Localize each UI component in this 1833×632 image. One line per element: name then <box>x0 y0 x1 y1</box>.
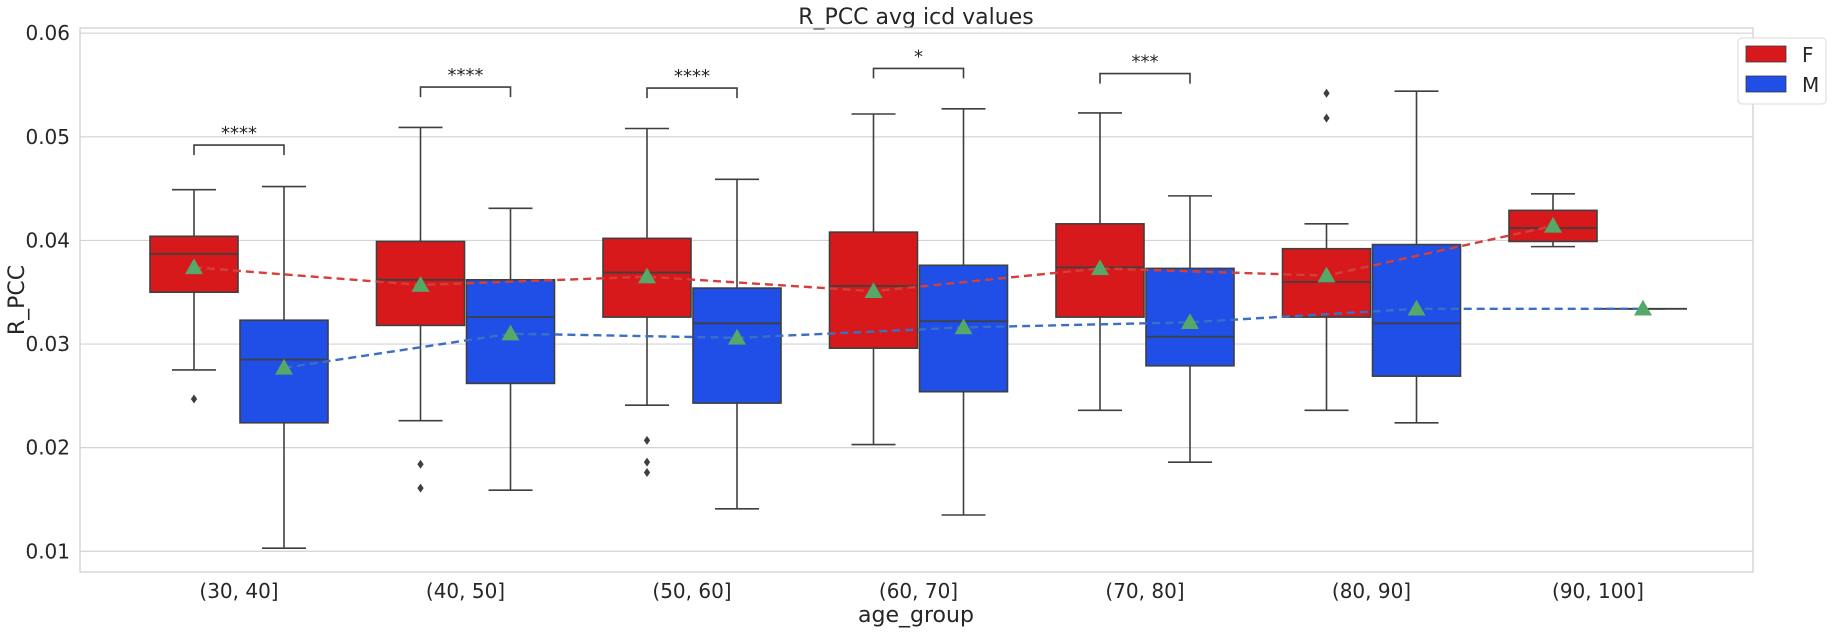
mean-marker <box>185 258 203 275</box>
mean-marker <box>501 324 520 341</box>
y-tick-label: 0.02 <box>25 436 70 460</box>
mean-marker <box>1634 299 1652 316</box>
mean-marker <box>638 267 656 284</box>
mean-marker <box>1407 299 1426 316</box>
box-iqr <box>1281 247 1372 318</box>
box-f-3 <box>828 113 919 446</box>
box-iqr <box>692 287 782 404</box>
legend-label-m: M <box>1802 73 1819 97</box>
mean-marker <box>411 275 430 292</box>
significance-bracket <box>872 67 965 79</box>
legend-swatch-m <box>1745 75 1787 93</box>
legend-swatch-f <box>1745 45 1787 63</box>
significance-label: **** <box>448 65 484 86</box>
box-f-1 <box>375 126 466 493</box>
significance-bracket <box>1099 72 1191 84</box>
y-tick-label: 0.03 <box>25 332 70 356</box>
legend: F M <box>1737 37 1827 105</box>
x-axis: (30, 40] (40, 50] (50, 60] (60, 70] (70, 80]… <box>199 579 1644 603</box>
mean-marker <box>1317 266 1336 283</box>
outlier-point <box>1323 88 1330 98</box>
y-tick-label: 0.04 <box>25 228 70 252</box>
significance-bracket <box>193 144 285 156</box>
mean-marker <box>1091 259 1109 276</box>
outlier-point <box>643 468 651 478</box>
y-tick-label: 0.01 <box>25 539 70 563</box>
outlier-point <box>643 457 651 467</box>
y-axis-title: R_PCC <box>5 265 30 335</box>
x-tick-label: (40, 50] <box>426 579 505 603</box>
box-f-0 <box>149 188 239 404</box>
box-m-3 <box>918 108 1009 516</box>
y-tick-label: 0.06 <box>25 21 70 45</box>
mean-marker <box>275 358 293 375</box>
mean-marker <box>864 282 883 298</box>
x-tick-label: (50, 60] <box>652 579 731 603</box>
outlier-point <box>190 394 198 404</box>
y-tick-label: 0.05 <box>25 125 70 149</box>
box-series <box>149 88 1687 549</box>
plot-area-frame <box>79 27 1754 573</box>
x-tick-label: (60, 70] <box>879 579 958 603</box>
significance-annotations: ******** ***** *** <box>193 46 1191 156</box>
x-tick-label: (90, 100] <box>1552 579 1644 603</box>
box-f-2 <box>602 127 692 478</box>
x-tick-label: (30, 40] <box>199 579 278 603</box>
outlier-point <box>417 483 424 493</box>
legend-label-f: F <box>1802 43 1814 67</box>
box-m-2 <box>692 178 782 510</box>
x-tick-label: (70, 80] <box>1105 579 1184 603</box>
significance-bracket <box>646 87 738 99</box>
x-tick-label: (80, 90] <box>1332 579 1411 603</box>
grid-lines <box>80 32 1753 552</box>
significance-bracket <box>419 86 512 98</box>
mean-marker <box>728 328 746 345</box>
significance-label: * <box>914 46 923 67</box>
mean-marker <box>954 318 973 335</box>
box-f-5 <box>1281 88 1372 412</box>
significance-label: **** <box>674 66 710 87</box>
mean-marker <box>1544 216 1562 233</box>
y-axis: 0.01 0.02 0.03 0.04 0.05 0.06 <box>25 21 70 563</box>
mean-lines <box>185 216 1652 375</box>
x-axis-title: age_group <box>858 603 974 628</box>
outlier-point <box>417 459 424 469</box>
mean-marker <box>1181 313 1199 330</box>
significance-label: *** <box>1132 52 1159 73</box>
significance-label: **** <box>221 123 257 144</box>
outlier-point <box>1323 113 1330 123</box>
chart-title: R_PCC avg icd values <box>798 5 1033 30</box>
outlier-point <box>643 435 651 445</box>
